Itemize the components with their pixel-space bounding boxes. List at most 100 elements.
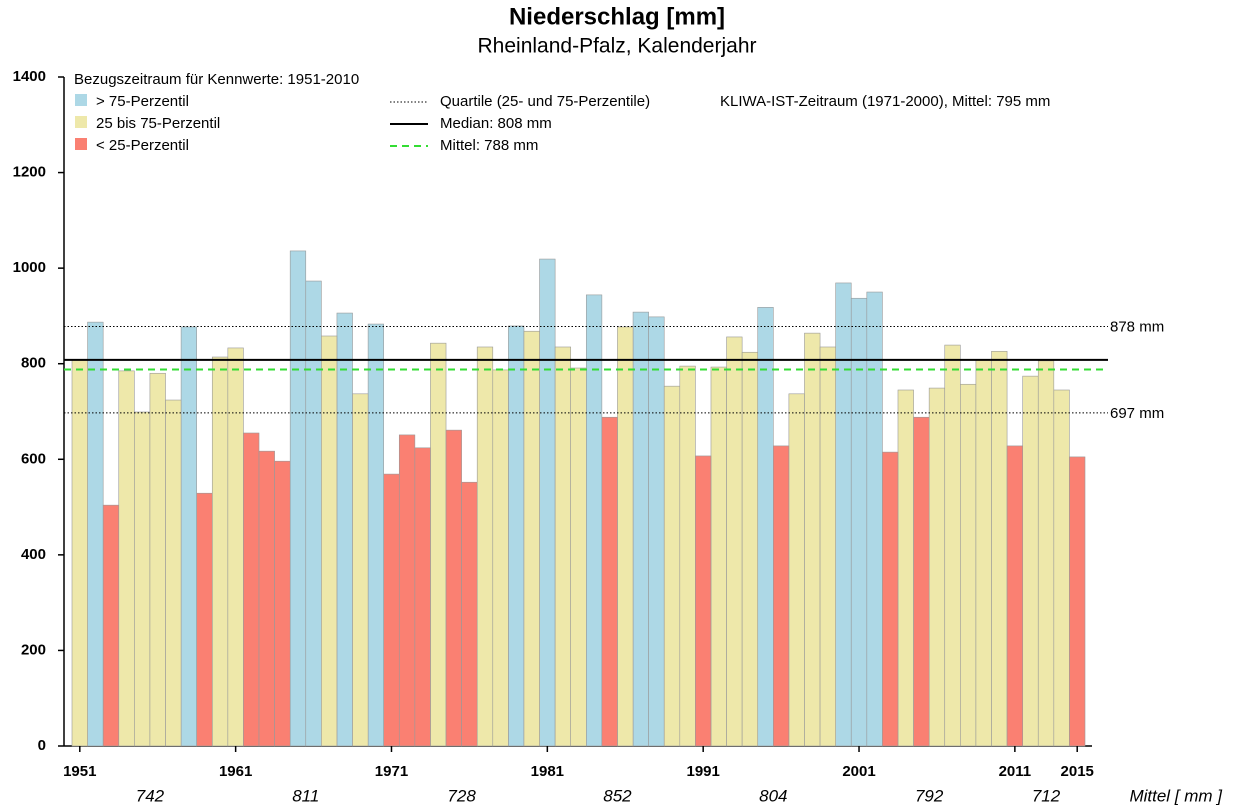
reference-label: 697 mm — [1110, 405, 1164, 422]
bar — [149, 372, 166, 747]
legend-title: Bezugszeitraum für Kennwerte: 1951-2010 — [74, 71, 359, 88]
x-tick-label: 1991 — [686, 763, 719, 780]
bar — [476, 346, 494, 747]
bar — [414, 447, 431, 747]
bar — [835, 282, 852, 747]
bar — [897, 389, 914, 747]
bar — [570, 367, 587, 747]
bar — [741, 351, 759, 747]
legend-swatch — [75, 94, 87, 106]
bar — [258, 450, 275, 747]
bar — [336, 312, 353, 747]
bar — [539, 258, 556, 747]
bar — [1069, 456, 1086, 747]
bar — [617, 326, 634, 747]
bar — [492, 369, 509, 747]
y-tick-label: 1400 — [13, 68, 46, 85]
decade-mean: 712 — [1032, 786, 1061, 805]
bar — [71, 359, 88, 747]
decade-mean: 811 — [292, 786, 319, 805]
x-tick-label: 2001 — [842, 763, 875, 780]
decade-mean: 852 — [603, 786, 632, 805]
y-tick-label: 0 — [38, 737, 46, 754]
legend-label: Quartile (25- und 75-Perzentile) — [440, 93, 650, 110]
bar — [695, 455, 712, 747]
bar — [461, 481, 478, 747]
y-tick-label: 600 — [21, 450, 46, 467]
bar — [383, 473, 400, 747]
decade-mean: 804 — [759, 786, 787, 805]
bar — [227, 347, 244, 747]
decade-mean-label: Mittel [ mm ] — [1129, 786, 1223, 805]
bar — [913, 416, 930, 747]
bar — [991, 350, 1008, 747]
bar — [118, 370, 135, 747]
bar — [1006, 445, 1023, 747]
x-tick-label: 1961 — [219, 763, 252, 780]
y-tick-label: 1000 — [13, 259, 46, 276]
bar — [367, 323, 384, 747]
bar — [243, 432, 260, 747]
bar — [134, 411, 151, 747]
bar — [1037, 360, 1055, 747]
note: KLIWA-IST-Zeitraum (1971-2000), Mittel: … — [720, 93, 1050, 110]
bar — [850, 297, 868, 747]
bar — [882, 451, 899, 747]
legend-label: Mittel: 788 mm — [440, 137, 538, 154]
bar — [211, 356, 229, 747]
y-tick-label: 800 — [21, 355, 46, 372]
bar — [585, 294, 603, 747]
bar — [165, 399, 182, 747]
x-tick-label: 1971 — [375, 763, 408, 780]
bar — [180, 326, 197, 747]
bar — [804, 332, 821, 747]
bar — [305, 280, 322, 747]
y-tick-label: 1200 — [13, 164, 46, 181]
bar — [944, 344, 961, 747]
bar — [757, 307, 774, 747]
bar — [632, 311, 649, 747]
x-tick-label: 2011 — [999, 763, 1032, 780]
bar — [196, 492, 213, 747]
bar — [352, 393, 369, 747]
chart-subtitle: Rheinland-Pfalz, Kalenderjahr — [478, 35, 757, 58]
reference-label: 878 mm — [1110, 318, 1164, 335]
decade-mean: 792 — [915, 786, 944, 805]
bar — [554, 346, 572, 747]
bar — [430, 342, 447, 747]
x-tick-label: 2015 — [1061, 763, 1094, 780]
bar — [975, 359, 992, 747]
legend-label: < 25-Perzentil — [96, 137, 189, 154]
bar — [321, 335, 338, 747]
bar — [508, 325, 525, 747]
legend-label: 25 bis 75-Perzentil — [96, 115, 220, 132]
legend-swatch — [75, 138, 87, 150]
legend-swatch — [75, 116, 87, 128]
bar — [398, 434, 416, 747]
legend-label: Median: 808 mm — [440, 115, 552, 132]
bar — [523, 330, 540, 747]
chart-title: Niederschlag [mm] — [509, 3, 725, 30]
bar — [87, 321, 104, 747]
bar — [102, 504, 120, 747]
x-tick-label: 1981 — [531, 763, 564, 780]
bar — [601, 416, 618, 747]
bar — [1053, 389, 1070, 747]
bar — [819, 346, 836, 747]
bar — [679, 365, 696, 747]
y-tick-label: 200 — [21, 641, 46, 658]
decade-mean: 742 — [136, 786, 165, 805]
x-tick-label: 1951 — [63, 763, 96, 780]
decade-mean: 728 — [447, 786, 476, 805]
bar — [960, 383, 977, 747]
bar — [648, 316, 665, 747]
bar — [274, 460, 291, 747]
bar — [726, 336, 743, 747]
bar — [1022, 375, 1039, 747]
bar — [928, 387, 946, 747]
bar — [445, 429, 462, 747]
bar — [663, 385, 681, 747]
y-tick-label: 400 — [21, 546, 46, 563]
